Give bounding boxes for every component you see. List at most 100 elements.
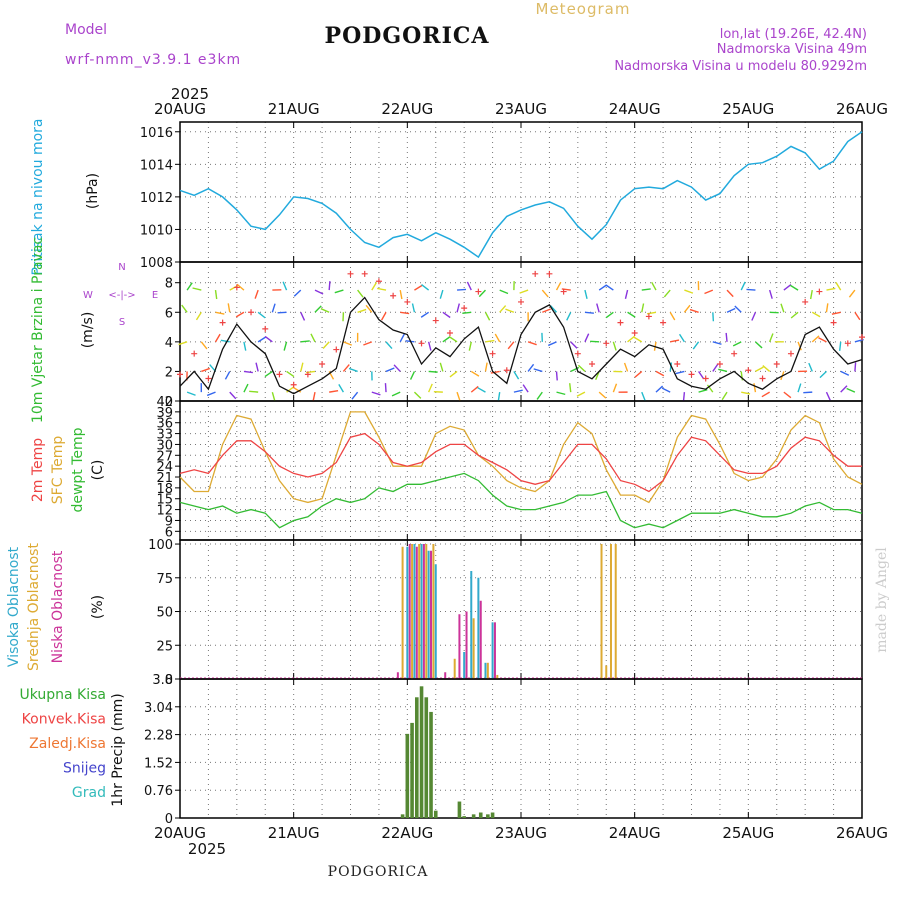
wind-gust-marker — [546, 270, 553, 277]
wind-arrow — [698, 371, 705, 380]
wind-arrow — [192, 287, 202, 291]
wind-arrow — [854, 311, 861, 321]
wind-arrow — [348, 367, 358, 373]
wind-gust-marker — [304, 371, 311, 378]
wind-arrow — [490, 370, 500, 374]
wind-gust-marker — [446, 329, 453, 336]
wind-arrow — [634, 370, 643, 378]
cloud-series-label: Niska Oblacnost — [50, 550, 66, 663]
wind-arrow — [598, 391, 607, 399]
precip-bar — [410, 722, 414, 818]
footer-station: PODGORICA — [328, 864, 429, 880]
wind-arrow — [596, 303, 600, 313]
temp2m-line — [179, 432, 862, 493]
wind-arrow — [651, 281, 657, 291]
wind-arrow — [808, 362, 813, 372]
wind-arrow — [513, 389, 523, 393]
wind-gust-marker — [404, 298, 411, 305]
wind-arrow — [663, 289, 671, 298]
wind-arrow — [809, 289, 813, 300]
wind-arrow — [334, 289, 344, 294]
wind-arrow — [712, 341, 722, 345]
wind-gust-marker — [688, 371, 695, 378]
wind-speed-line — [179, 296, 863, 395]
wind-arrow — [768, 289, 773, 299]
wind-arrow — [181, 304, 188, 313]
precip-bar — [433, 810, 438, 818]
wind-arrow — [726, 307, 736, 313]
wind-arrow — [527, 341, 537, 346]
top-day-label: 24AUG — [609, 100, 661, 118]
wind-arrow — [200, 341, 208, 350]
wind-arrow — [612, 383, 618, 393]
wind-arrow — [227, 303, 231, 313]
wind-arrow — [470, 385, 479, 393]
wind-arrow — [439, 289, 444, 299]
precip-ytick-label: 0.76 — [144, 784, 173, 799]
wind-arrow — [283, 341, 288, 351]
wind-arrow — [224, 371, 231, 380]
temp-ytick-label: 15 — [156, 493, 173, 508]
bottom-day-label: 20AUG — [154, 824, 206, 842]
temp-ytick-label: 36 — [156, 417, 173, 432]
wind-arrow — [811, 335, 820, 343]
wind-gust-marker — [787, 350, 794, 357]
wind-gust-marker — [290, 381, 297, 388]
wind-gust-marker — [660, 319, 667, 326]
wind-arrow — [255, 362, 259, 372]
wind-arrow — [741, 391, 751, 395]
wind-arrow — [675, 370, 685, 375]
wind-arrow — [414, 284, 423, 291]
wind-arrow — [513, 371, 520, 380]
wind-arrow — [555, 281, 562, 291]
wind-arrow — [371, 391, 381, 396]
precip-ytick-label: 3.8 — [152, 673, 173, 688]
wind-arrow — [507, 341, 515, 350]
wind-arrow — [712, 312, 715, 322]
wind-gust-marker — [503, 367, 510, 374]
precip-legend-item: Zaledj.Kisa — [29, 736, 106, 752]
wind-arrow — [300, 362, 304, 372]
wind-arrow — [712, 363, 719, 372]
wind-arrow — [411, 303, 416, 313]
wind-arrow — [576, 391, 586, 397]
wind-arrow — [584, 333, 590, 343]
wind-gust-marker — [631, 329, 638, 336]
wind-arrow — [556, 391, 566, 396]
wind-arrow — [329, 389, 339, 393]
cloud-ytick-label: 100 — [148, 538, 173, 553]
wind-arrow — [734, 305, 742, 313]
wind-gust-marker — [802, 298, 809, 305]
wind-arrow — [633, 336, 643, 343]
wind-arrow — [468, 341, 472, 351]
wind-arrow — [661, 387, 671, 393]
wind-arrow — [380, 311, 387, 321]
wind-arrow — [655, 370, 665, 377]
wind-arrow — [271, 391, 276, 401]
wind-arrow — [428, 370, 438, 373]
wind-gust-marker — [560, 288, 567, 295]
wind-arrow — [751, 311, 757, 321]
wind-arrow — [655, 385, 664, 393]
wind-gust-marker — [418, 340, 425, 347]
wind-compass: N E S W <-|-> — [83, 262, 158, 328]
elevation-label: Nadmorska Visina 49m — [717, 42, 867, 57]
wind-gust-marker — [276, 371, 283, 378]
wind-arrow — [466, 281, 472, 291]
wind-arrow — [292, 386, 302, 393]
precip-ytick-label: 2.28 — [144, 729, 173, 744]
wind-gust-marker — [248, 309, 255, 316]
wind-arrow — [322, 341, 330, 349]
wind-arrow — [499, 289, 509, 295]
wind-arrow — [439, 362, 444, 372]
model-name: wrf-nmm_v3.9.1 e3km — [65, 52, 241, 68]
wind-arrow — [343, 341, 353, 346]
wind-arrow — [732, 341, 742, 347]
pressure-ytick-label: 1008 — [140, 256, 173, 271]
precip-legend-item: Ukupna Kisa — [19, 687, 106, 703]
meteogram-label: Meteogram — [536, 0, 631, 18]
wind-arrow — [683, 304, 691, 313]
wind-ytick-label: 8 — [165, 277, 173, 292]
pressure-ylabel: Pritisak na nivou mora — [30, 118, 46, 275]
